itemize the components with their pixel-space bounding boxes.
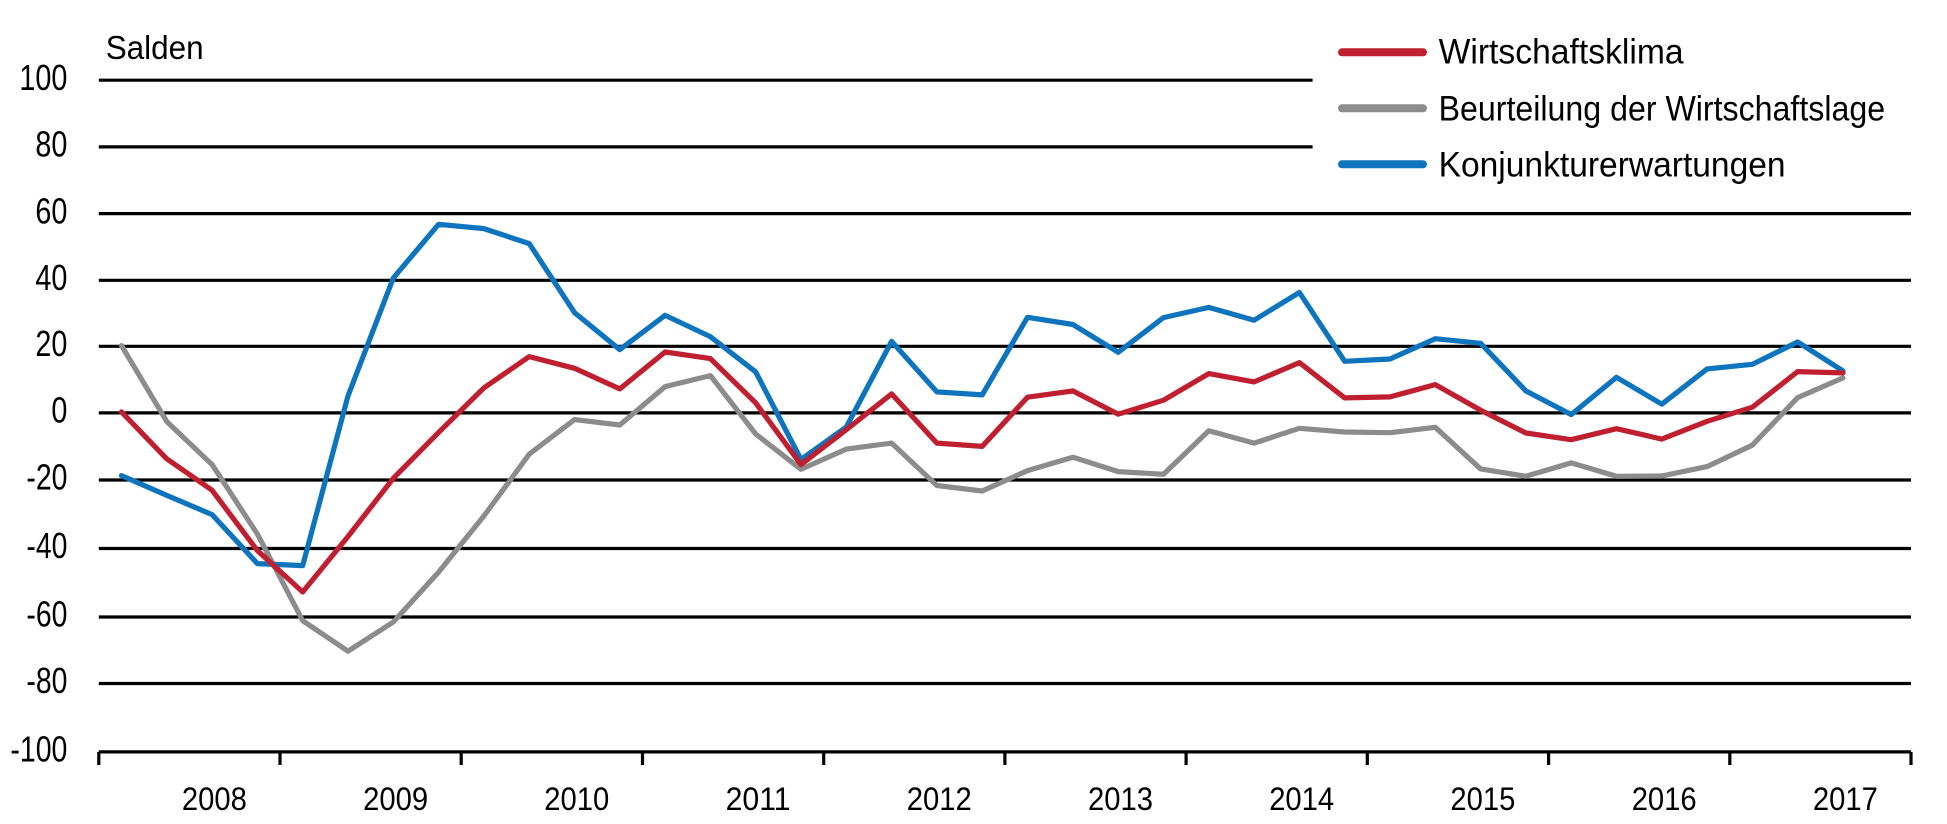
svg-text:20: 20 — [35, 323, 67, 364]
svg-text:-100: -100 — [10, 729, 67, 770]
svg-text:Wirtschaftsklima: Wirtschaftsklima — [1439, 32, 1685, 71]
svg-text:2015: 2015 — [1450, 781, 1515, 817]
svg-text:Konjunkturerwartungen: Konjunkturerwartungen — [1439, 145, 1786, 184]
svg-text:2016: 2016 — [1632, 781, 1697, 817]
svg-text:2012: 2012 — [907, 781, 972, 817]
svg-text:-80: -80 — [26, 660, 67, 701]
svg-text:2013: 2013 — [1088, 781, 1153, 817]
svg-text:Salden: Salden — [106, 30, 204, 67]
svg-text:2014: 2014 — [1269, 781, 1334, 817]
svg-text:-40: -40 — [26, 525, 67, 566]
svg-text:-20: -20 — [26, 457, 67, 498]
svg-text:80: 80 — [35, 124, 67, 165]
svg-text:0: 0 — [51, 390, 67, 431]
svg-text:40: 40 — [35, 257, 67, 298]
svg-text:-60: -60 — [26, 594, 67, 635]
svg-text:2010: 2010 — [544, 781, 609, 817]
svg-text:2009: 2009 — [363, 781, 428, 817]
svg-text:2008: 2008 — [182, 781, 247, 817]
svg-text:2011: 2011 — [726, 781, 791, 817]
svg-text:Beurteilung der Wirtschaftslag: Beurteilung der Wirtschaftslage — [1439, 90, 1886, 129]
svg-text:2017: 2017 — [1813, 781, 1878, 817]
svg-text:100: 100 — [19, 57, 67, 98]
svg-text:60: 60 — [35, 190, 67, 231]
